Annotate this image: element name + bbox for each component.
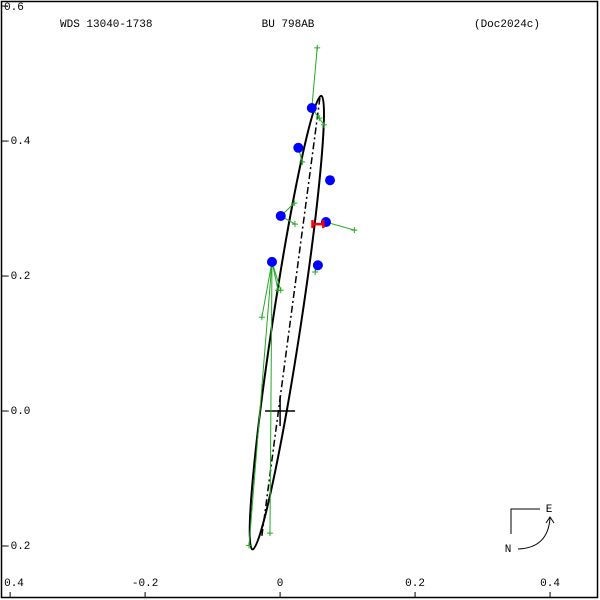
x-tick-label: -0.2: [132, 578, 158, 590]
chart-title: BU 798AB: [262, 19, 315, 31]
orbit-ellipse: [248, 94, 326, 551]
measure-point: [312, 268, 319, 275]
measure-point: [299, 158, 306, 165]
y-tick-label: -0.2: [4, 541, 30, 553]
residual-line: [269, 261, 273, 534]
current-position: [311, 220, 325, 229]
residual-line: [311, 47, 318, 109]
compass-label: E: [546, 504, 553, 516]
x-tick-label: 0: [277, 578, 284, 590]
observation-point: [325, 175, 336, 186]
residual-line: [248, 261, 273, 546]
measure-point: [277, 287, 284, 294]
y-tick-label: 0.6: [4, 2, 24, 14]
measure-point: [320, 121, 327, 128]
residual-line: [261, 261, 273, 318]
measure-point: [266, 530, 273, 537]
primary-star: [265, 396, 296, 427]
x-tick-label: 0.4: [540, 578, 560, 590]
x-tick-label: 0.4: [4, 578, 24, 590]
measure-point: [314, 44, 321, 51]
y-tick-label: -0.2: [4, 271, 30, 283]
chart-title: (Doc2024c): [474, 19, 540, 31]
measure-point: [316, 115, 323, 122]
compass-label: N: [505, 544, 512, 556]
observation-point: [306, 102, 317, 113]
measure-point: [351, 227, 358, 234]
measure-point: [291, 221, 298, 228]
y-tick-label: -0.4: [4, 136, 31, 148]
measure-point: [258, 314, 265, 321]
y-tick-label: -0.0: [4, 406, 30, 418]
measure-point: [291, 200, 298, 207]
chart-title: WDS 13040-1738: [60, 19, 152, 31]
x-tick-label: 0.2: [405, 578, 425, 590]
observation-point: [275, 210, 286, 221]
observation-point: [312, 260, 323, 271]
measure-point: [246, 542, 253, 549]
line-of-nodes: [261, 97, 321, 536]
observation-point: [266, 256, 277, 267]
compass: [510, 508, 555, 550]
observation-point: [293, 142, 304, 153]
